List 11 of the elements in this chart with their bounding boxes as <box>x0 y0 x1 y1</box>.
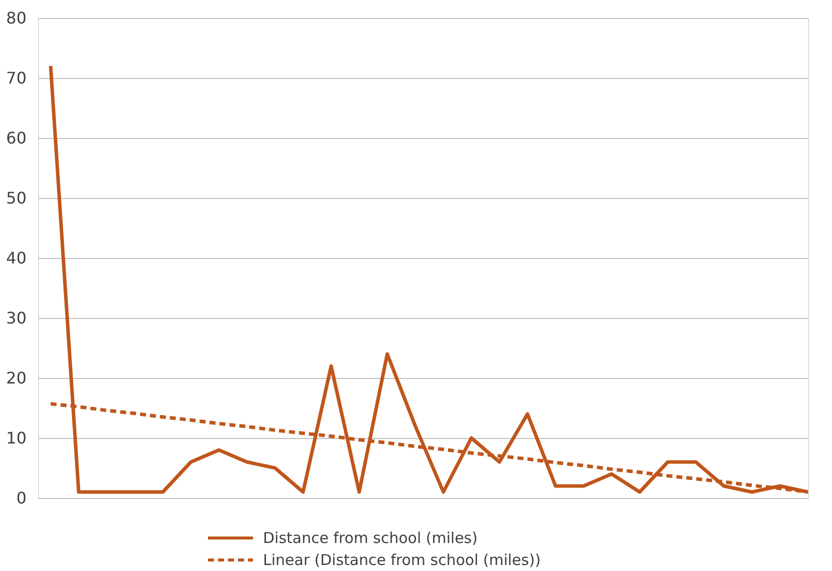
legend-label: Linear (Distance from school (miles)) <box>263 551 541 569</box>
y-tick-label: 40 <box>6 248 26 268</box>
y-tick-label: 0 <box>16 488 26 508</box>
y-tick-label: 80 <box>6 8 26 28</box>
y-tick-label: 20 <box>6 368 26 388</box>
y-tick-label: 30 <box>6 308 26 328</box>
y-tick-label: 50 <box>6 188 26 208</box>
y-tick-label: 70 <box>6 68 26 88</box>
y-tick-label: 60 <box>6 128 26 148</box>
y-tick-label: 10 <box>6 428 26 448</box>
legend-label: Distance from school (miles) <box>263 529 478 547</box>
